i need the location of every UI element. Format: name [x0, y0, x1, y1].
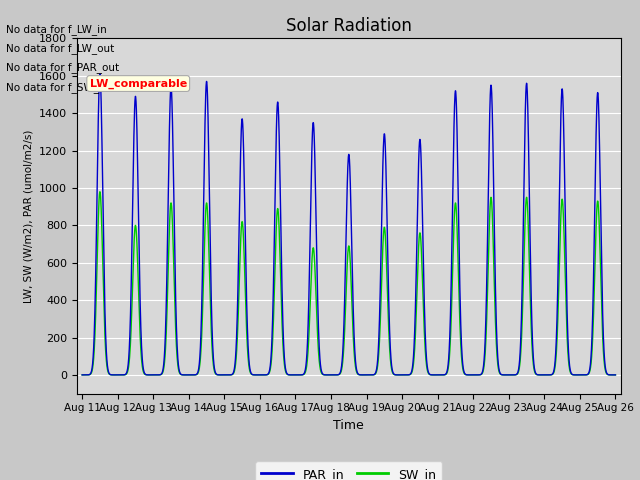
Text: No data for f_PAR_out: No data for f_PAR_out	[6, 62, 120, 73]
Text: No data for f_LW_out: No data for f_LW_out	[6, 43, 115, 54]
Y-axis label: LW, SW (W/m2), PAR (umol/m2/s): LW, SW (W/m2), PAR (umol/m2/s)	[24, 129, 33, 303]
X-axis label: Time: Time	[333, 419, 364, 432]
Legend: PAR_in, SW_in: PAR_in, SW_in	[255, 461, 442, 480]
Text: No data for f_SW_out: No data for f_SW_out	[6, 82, 116, 93]
Text: LW_comparable: LW_comparable	[90, 78, 187, 89]
Text: No data for f_LW_in: No data for f_LW_in	[6, 24, 107, 35]
Title: Solar Radiation: Solar Radiation	[286, 17, 412, 36]
